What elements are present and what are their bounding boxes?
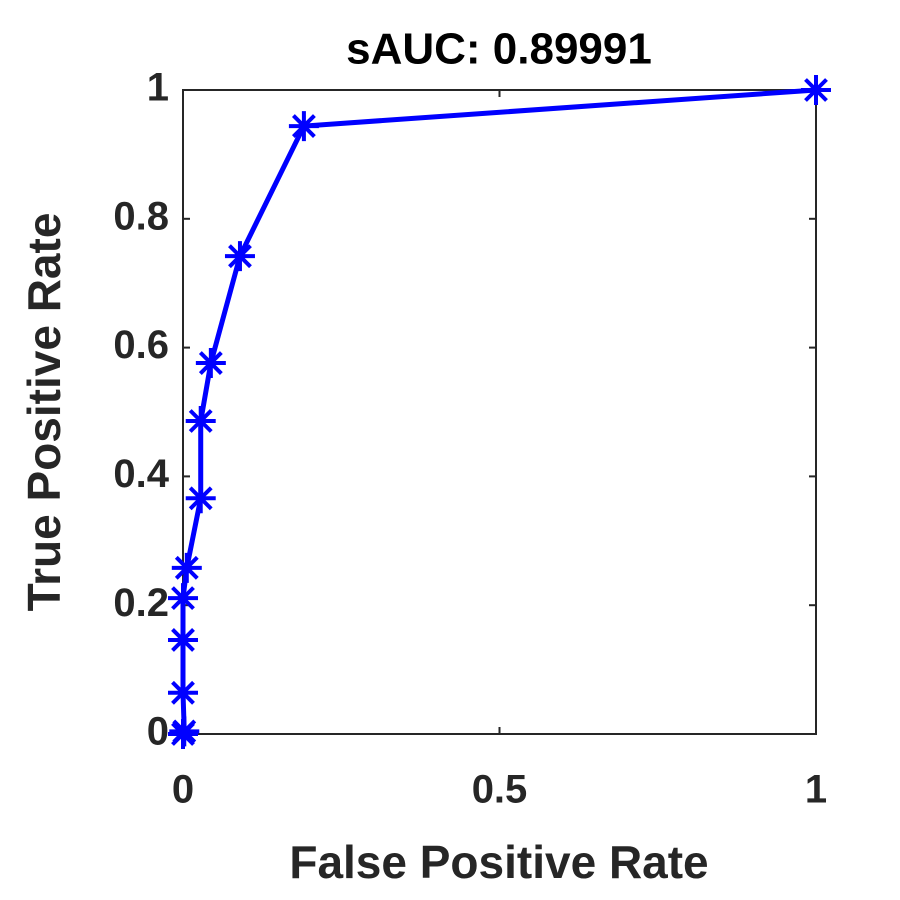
asterisk-marker bbox=[195, 348, 226, 379]
x-axis-label: False Positive Rate bbox=[289, 836, 708, 888]
chart-title: sAUC: 0.89991 bbox=[346, 25, 652, 74]
asterisk-marker bbox=[171, 552, 202, 583]
asterisk-marker bbox=[168, 583, 198, 614]
x-tick-label: 0.5 bbox=[472, 768, 528, 812]
asterisk-marker bbox=[224, 241, 255, 272]
asterisk-marker bbox=[288, 111, 319, 142]
asterisk-marker bbox=[168, 677, 198, 708]
y-axis-label: True Positive Rate bbox=[18, 213, 70, 612]
asterisk-marker bbox=[168, 624, 198, 655]
y-tick-label: 0.4 bbox=[113, 452, 169, 496]
y-tick-label: 0.2 bbox=[113, 581, 169, 625]
y-tick-label: 0 bbox=[147, 710, 169, 754]
asterisk-marker bbox=[169, 716, 200, 747]
x-tick-label: 0 bbox=[172, 768, 194, 812]
asterisk-marker bbox=[185, 483, 216, 514]
y-tick-label: 0.6 bbox=[113, 323, 169, 367]
asterisk-marker bbox=[801, 75, 831, 105]
asterisk-marker bbox=[185, 406, 216, 437]
y-tick-label: 1 bbox=[147, 66, 169, 110]
y-tick-label: 0.8 bbox=[113, 194, 169, 238]
x-tick-label: 1 bbox=[805, 768, 827, 812]
